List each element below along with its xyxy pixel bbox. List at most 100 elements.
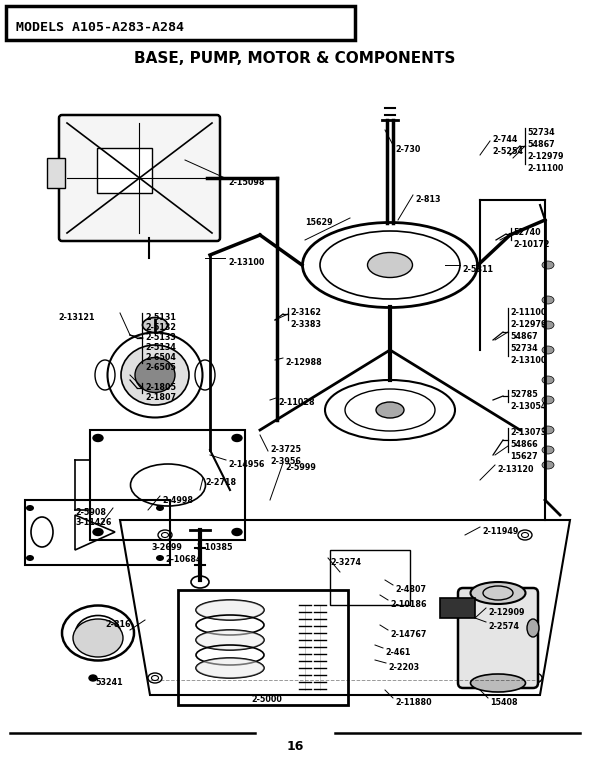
Ellipse shape (542, 261, 554, 269)
Text: 2-3956: 2-3956 (270, 457, 301, 466)
Ellipse shape (143, 317, 168, 333)
Ellipse shape (135, 357, 175, 392)
Ellipse shape (73, 619, 123, 657)
Text: 2-12979: 2-12979 (527, 152, 563, 161)
Text: 2-10684: 2-10684 (165, 555, 202, 564)
Text: 2-5908: 2-5908 (75, 508, 106, 517)
Text: 52785: 52785 (510, 390, 537, 399)
Text: 2-5132: 2-5132 (145, 323, 176, 332)
Text: 2-1807: 2-1807 (145, 393, 176, 402)
Ellipse shape (368, 252, 412, 278)
Text: MODELS A105-A283-A284: MODELS A105-A283-A284 (16, 21, 184, 34)
Text: 2-5811: 2-5811 (462, 265, 493, 274)
Text: 2-11028: 2-11028 (278, 398, 314, 407)
Ellipse shape (196, 658, 264, 678)
Ellipse shape (527, 619, 539, 637)
Text: 52734: 52734 (510, 344, 537, 353)
Text: 2-5133: 2-5133 (145, 333, 176, 342)
Text: 2-13100: 2-13100 (228, 258, 264, 267)
Text: 54867: 54867 (527, 140, 555, 149)
Bar (330, 550, 410, 605)
Text: 52740: 52740 (513, 228, 540, 237)
Text: 2-461: 2-461 (385, 648, 411, 657)
Text: 2-10172: 2-10172 (513, 240, 549, 249)
Ellipse shape (376, 402, 404, 418)
Ellipse shape (232, 529, 242, 536)
Text: 15629: 15629 (305, 218, 333, 227)
Text: 2-3725: 2-3725 (270, 445, 301, 454)
Text: 2-11100: 2-11100 (527, 164, 563, 173)
Text: 3-2699: 3-2699 (152, 543, 183, 552)
Text: 2-5134: 2-5134 (145, 343, 176, 352)
Ellipse shape (542, 426, 554, 434)
Ellipse shape (121, 345, 189, 405)
Text: 2-12909: 2-12909 (488, 608, 525, 617)
Text: 2-1805: 2-1805 (145, 383, 176, 392)
Text: 2-4998: 2-4998 (162, 496, 193, 505)
Text: 2-14767: 2-14767 (390, 630, 427, 639)
Ellipse shape (470, 674, 526, 692)
Text: 2-2574: 2-2574 (488, 622, 519, 631)
Text: 2-4807: 2-4807 (395, 585, 426, 594)
Text: 2-816: 2-816 (105, 620, 130, 629)
Ellipse shape (232, 435, 242, 441)
Text: 2-2203: 2-2203 (388, 663, 419, 672)
Ellipse shape (93, 435, 103, 441)
Text: 2-13121: 2-13121 (58, 313, 94, 322)
Ellipse shape (542, 396, 554, 404)
Text: 2-13054: 2-13054 (510, 402, 546, 411)
Ellipse shape (542, 346, 554, 354)
Text: 2-3383: 2-3383 (290, 320, 321, 329)
Text: 54866: 54866 (510, 440, 537, 449)
Text: 52734: 52734 (527, 128, 555, 137)
Text: 2-13073: 2-13073 (510, 428, 546, 437)
Text: 2-3274: 2-3274 (330, 558, 361, 567)
Text: 53241: 53241 (95, 678, 123, 687)
Bar (178, 590, 348, 705)
Text: 2-2718: 2-2718 (205, 478, 236, 487)
Ellipse shape (196, 600, 264, 620)
Text: 2-813: 2-813 (415, 195, 441, 204)
Text: 2-11100: 2-11100 (510, 308, 546, 317)
Text: 3-11426: 3-11426 (75, 518, 112, 527)
Text: 2-12979: 2-12979 (510, 320, 546, 329)
FancyBboxPatch shape (59, 115, 220, 241)
Ellipse shape (542, 446, 554, 454)
Text: 2-13100: 2-13100 (510, 356, 546, 365)
Polygon shape (440, 598, 475, 618)
Ellipse shape (542, 376, 554, 384)
Text: 2-15098: 2-15098 (228, 178, 264, 187)
Text: 2-12988: 2-12988 (285, 358, 322, 367)
Text: 2-730: 2-730 (395, 145, 420, 154)
Text: 2-744: 2-744 (492, 135, 517, 144)
FancyBboxPatch shape (6, 6, 355, 40)
Text: 2-5254: 2-5254 (492, 147, 523, 156)
Text: 2-11880: 2-11880 (395, 698, 432, 707)
Text: 2-5131: 2-5131 (145, 313, 176, 322)
Text: BASE, PUMP, MOTOR & COMPONENTS: BASE, PUMP, MOTOR & COMPONENTS (135, 50, 455, 66)
Text: 2-10385: 2-10385 (196, 543, 232, 552)
Bar (47, 158, 65, 188)
Ellipse shape (470, 582, 526, 604)
Bar (97, 148, 152, 193)
Bar (25, 500, 170, 565)
Text: 15408: 15408 (490, 698, 517, 707)
Ellipse shape (196, 630, 264, 650)
Ellipse shape (156, 555, 164, 561)
Ellipse shape (542, 296, 554, 304)
Text: 2-11949: 2-11949 (482, 527, 519, 536)
Ellipse shape (542, 461, 554, 469)
Ellipse shape (156, 505, 164, 511)
Text: 2-6504: 2-6504 (145, 353, 176, 362)
Text: 2-3162: 2-3162 (290, 308, 321, 317)
Text: 2-10186: 2-10186 (390, 600, 427, 609)
Bar (90, 430, 245, 540)
Text: 2-14956: 2-14956 (228, 460, 264, 469)
Text: 54867: 54867 (510, 332, 537, 341)
Text: 16: 16 (286, 740, 304, 753)
FancyBboxPatch shape (458, 588, 538, 688)
Ellipse shape (89, 675, 97, 681)
Text: 2-13120: 2-13120 (497, 465, 533, 474)
Ellipse shape (93, 529, 103, 536)
Ellipse shape (542, 321, 554, 329)
